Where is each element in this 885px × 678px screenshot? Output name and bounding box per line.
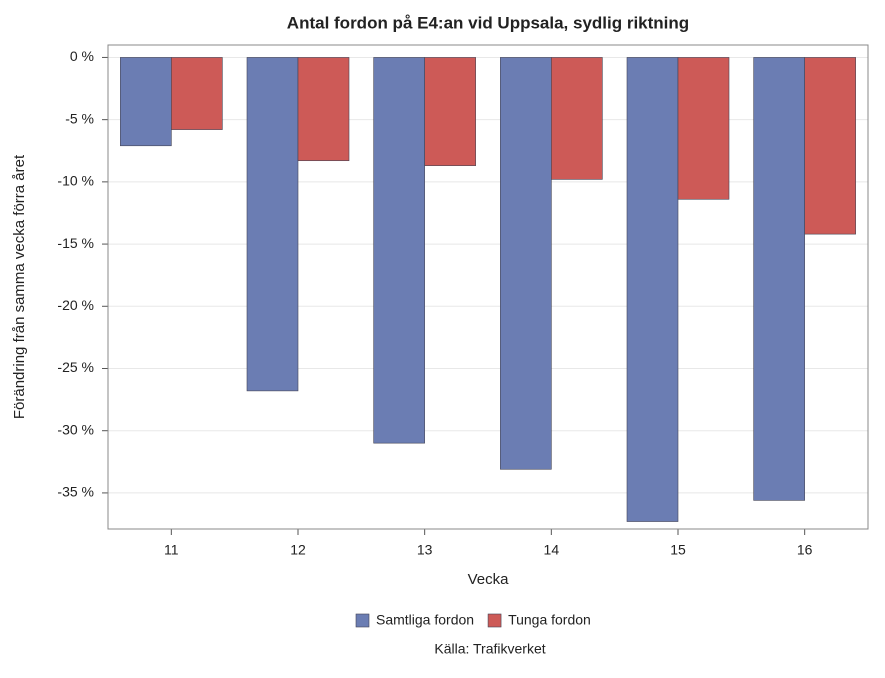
y-tick-label: -25 % (57, 359, 94, 375)
y-tick-label: -20 % (57, 297, 94, 313)
y-tick-label: -35 % (57, 484, 94, 500)
x-tick-label: 16 (797, 542, 813, 558)
footnote: Källa: Trafikverket (434, 641, 545, 657)
bar (551, 57, 603, 180)
x-tick-label: 13 (417, 542, 433, 558)
legend-label: Tunga fordon (508, 612, 591, 628)
x-tick-label: 12 (290, 542, 306, 558)
bar (500, 57, 552, 470)
bar (297, 57, 350, 162)
bar (804, 57, 856, 235)
legend-swatch (487, 613, 502, 628)
legend-label: Samtliga fordon (376, 612, 474, 628)
bar (120, 57, 172, 147)
bar (626, 57, 679, 522)
bar (677, 57, 730, 200)
y-axis-label: Förändring från samma vecka förra året (11, 154, 28, 419)
x-tick-label: 11 (164, 542, 179, 558)
legend-swatch (355, 613, 370, 628)
y-tick-label: -30 % (57, 421, 94, 437)
plot-frame (107, 44, 869, 530)
y-tick-label: 0 % (70, 48, 94, 64)
bar (373, 57, 425, 444)
x-axis-label: Vecka (468, 571, 510, 588)
y-tick-label: -15 % (57, 235, 94, 251)
bar (424, 57, 476, 166)
x-tick-label: 15 (670, 542, 686, 558)
y-tick-label: -10 % (57, 173, 94, 189)
x-tick-label: 14 (544, 542, 560, 558)
chart-title: Antal fordon på E4:an vid Uppsala, sydli… (287, 13, 689, 32)
bar (171, 57, 223, 130)
y-tick-label: -5 % (65, 110, 94, 126)
bar (246, 57, 299, 392)
bar (753, 57, 805, 501)
